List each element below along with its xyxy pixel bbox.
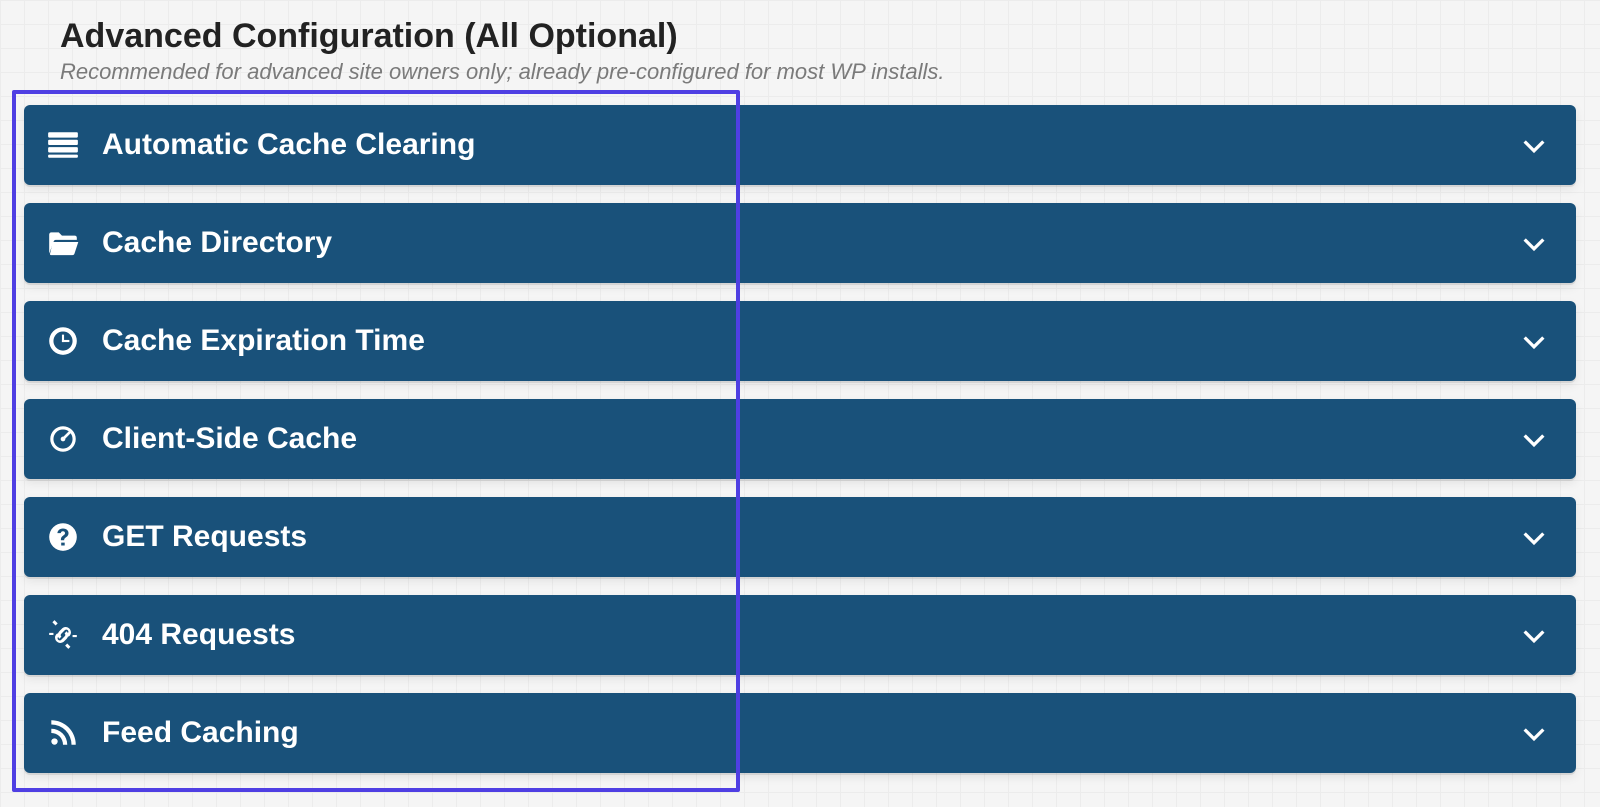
clock-icon xyxy=(42,320,84,362)
question-circle-icon xyxy=(42,516,84,558)
rss-icon xyxy=(42,712,84,754)
panel-label: GET Requests xyxy=(102,520,1520,554)
panel-client-side-cache[interactable]: Client-Side Cache xyxy=(24,399,1576,479)
section-title: Advanced Configuration (All Optional) xyxy=(60,16,1576,57)
advanced-config-page: Advanced Configuration (All Optional) Re… xyxy=(0,0,1600,807)
panel-list: Automatic Cache Clearing Cache Directory C… xyxy=(24,105,1576,773)
folder-open-icon xyxy=(42,222,84,264)
section-subtitle: Recommended for advanced site owners onl… xyxy=(60,59,1576,85)
chevron-down-icon xyxy=(1520,425,1548,453)
chevron-down-icon xyxy=(1520,131,1548,159)
chevron-down-icon xyxy=(1520,719,1548,747)
panel-cache-directory[interactable]: Cache Directory xyxy=(24,203,1576,283)
chevron-down-icon xyxy=(1520,523,1548,551)
panel-label: Cache Directory xyxy=(102,226,1520,260)
panel-label: 404 Requests xyxy=(102,618,1520,652)
stack-icon xyxy=(42,124,84,166)
panel-label: Cache Expiration Time xyxy=(102,324,1520,358)
chevron-down-icon xyxy=(1520,621,1548,649)
chevron-down-icon xyxy=(1520,327,1548,355)
panel-automatic-cache-clearing[interactable]: Automatic Cache Clearing xyxy=(24,105,1576,185)
panel-label: Feed Caching xyxy=(102,716,1520,750)
panel-feed-caching[interactable]: Feed Caching xyxy=(24,693,1576,773)
panel-get-requests[interactable]: GET Requests xyxy=(24,497,1576,577)
gauge-icon xyxy=(42,418,84,460)
broken-link-icon xyxy=(42,614,84,656)
panel-404-requests[interactable]: 404 Requests xyxy=(24,595,1576,675)
section-header: Advanced Configuration (All Optional) Re… xyxy=(24,16,1576,85)
panel-label: Client-Side Cache xyxy=(102,422,1520,456)
panel-label: Automatic Cache Clearing xyxy=(102,128,1520,162)
panel-cache-expiration-time[interactable]: Cache Expiration Time xyxy=(24,301,1576,381)
chevron-down-icon xyxy=(1520,229,1548,257)
